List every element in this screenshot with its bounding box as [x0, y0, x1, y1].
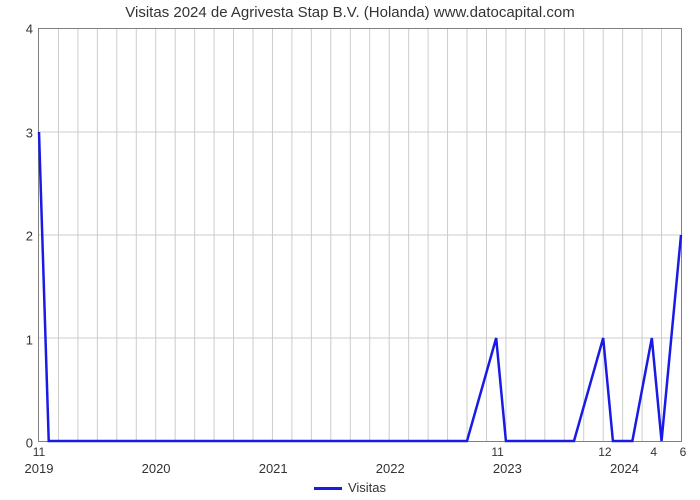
chart-title: Visitas 2024 de Agrivesta Stap B.V. (Hol…	[0, 4, 700, 21]
x-month-tick-label: 4	[650, 445, 657, 459]
legend-swatch	[314, 487, 342, 490]
legend: Visitas	[0, 480, 700, 495]
y-tick-label: 1	[26, 332, 33, 347]
y-tick-label: 2	[26, 229, 33, 244]
x-month-tick-label: 12	[598, 445, 611, 459]
y-tick-label: 3	[26, 125, 33, 140]
x-year-tick-label: 2019	[25, 461, 54, 476]
series-svg	[39, 29, 681, 441]
x-month-tick-label: 6	[680, 445, 687, 459]
y-tick-label: 4	[26, 22, 33, 37]
x-year-tick-label: 2023	[493, 461, 522, 476]
x-month-tick-label: 11	[491, 445, 503, 459]
x-year-tick-label: 2020	[142, 461, 171, 476]
plot-area: 0123411111246201920202021202220232024	[38, 28, 682, 442]
x-year-tick-label: 2022	[376, 461, 405, 476]
x-month-tick-label: 11	[33, 445, 45, 459]
x-year-tick-label: 2024	[610, 461, 639, 476]
x-year-tick-label: 2021	[259, 461, 288, 476]
series-line	[39, 132, 681, 441]
legend-label: Visitas	[348, 480, 386, 495]
